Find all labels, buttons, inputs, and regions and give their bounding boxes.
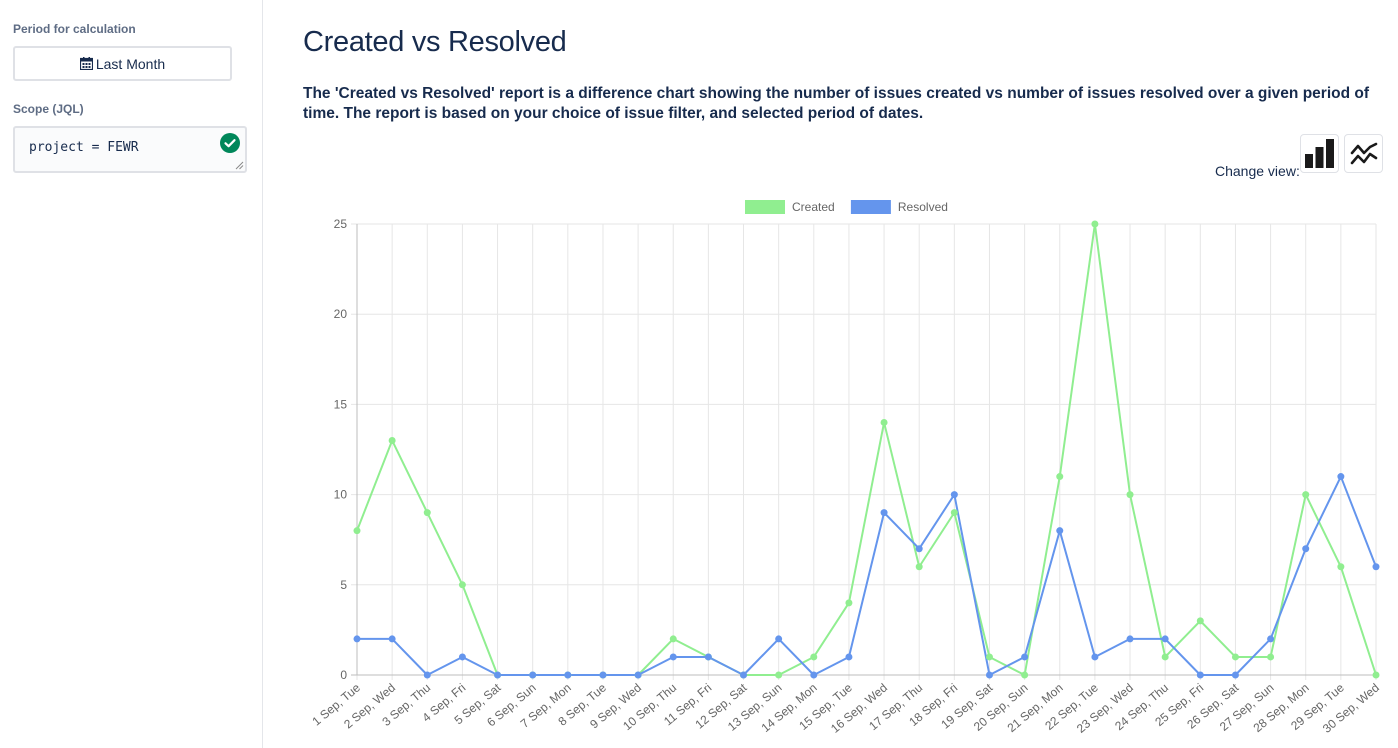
data-point-resolved <box>1126 635 1134 643</box>
y-tick-label: 10 <box>334 488 348 502</box>
data-point-created <box>1091 220 1099 228</box>
data-point-resolved <box>810 671 818 679</box>
y-tick-label: 15 <box>334 397 348 411</box>
data-point-created <box>915 563 923 571</box>
period-label: Period for calculation <box>13 22 136 36</box>
data-point-resolved <box>1091 653 1099 661</box>
data-point-resolved <box>599 671 607 679</box>
data-point-created <box>1021 671 1029 679</box>
period-button[interactable]: Last Month <box>13 46 232 81</box>
line-chart-icon <box>1350 142 1377 164</box>
data-point-created <box>985 653 993 661</box>
data-point-created <box>423 509 431 517</box>
data-point-created <box>1126 491 1134 499</box>
data-point-resolved <box>1372 563 1380 571</box>
data-point-resolved <box>564 671 572 679</box>
data-point-resolved <box>1196 671 1204 679</box>
data-point-resolved <box>775 635 783 643</box>
bar-chart-icon <box>1305 139 1334 168</box>
data-point-created <box>669 635 677 643</box>
data-point-created <box>458 581 466 589</box>
resize-handle-icon[interactable] <box>235 161 244 170</box>
data-point-created <box>1267 653 1275 661</box>
data-point-resolved <box>1021 653 1029 661</box>
data-point-resolved <box>458 653 466 661</box>
data-point-resolved <box>353 635 361 643</box>
data-point-resolved <box>704 653 712 661</box>
legend-label-resolved: Resolved <box>898 200 948 214</box>
data-point-created <box>950 509 958 517</box>
data-point-resolved <box>1337 473 1345 481</box>
data-point-resolved <box>740 671 748 679</box>
data-point-created <box>388 436 396 444</box>
data-point-resolved <box>880 509 888 517</box>
data-point-resolved <box>915 545 923 553</box>
period-button-label: Last Month <box>95 55 166 72</box>
calendar-icon <box>79 57 93 70</box>
y-tick-label: 25 <box>334 217 348 231</box>
y-tick-label: 5 <box>340 578 347 592</box>
y-tick-label: 0 <box>340 668 347 682</box>
data-point-created <box>353 527 361 535</box>
change-view-label: Change view: <box>1215 163 1300 179</box>
data-point-created <box>1231 653 1239 661</box>
scope-label: Scope (JQL) <box>13 102 84 116</box>
series-line-resolved <box>357 475 1377 676</box>
check-circle-icon <box>220 133 240 153</box>
bar-view-button[interactable] <box>1300 134 1339 173</box>
data-point-created <box>810 653 818 661</box>
data-point-created <box>845 599 853 607</box>
data-point-resolved <box>985 671 993 679</box>
series-line-created <box>356 223 1377 676</box>
jql-input[interactable]: project = FEWR <box>13 126 247 173</box>
data-point-resolved <box>669 653 677 661</box>
legend-swatch-created <box>745 200 785 214</box>
data-point-resolved <box>1161 635 1169 643</box>
data-point-created <box>1056 473 1064 481</box>
data-point-resolved <box>1302 545 1310 553</box>
line-view-button[interactable] <box>1344 134 1383 173</box>
y-tick-label: 20 <box>334 307 348 321</box>
data-point-resolved <box>1231 671 1239 679</box>
report-description: The 'Created vs Resolved' report is a di… <box>303 85 1369 122</box>
jql-value: project = FEWR <box>29 140 139 155</box>
data-point-resolved <box>1056 527 1064 535</box>
data-point-created <box>1372 671 1380 679</box>
data-point-resolved <box>634 671 642 679</box>
data-point-resolved <box>845 653 853 661</box>
legend-swatch-resolved <box>850 200 891 214</box>
data-point-created <box>1196 617 1204 625</box>
page-title: Created vs Resolved <box>303 26 567 58</box>
data-point-created <box>775 671 783 679</box>
data-point-resolved <box>529 671 537 679</box>
legend-label-created: Created <box>792 200 835 214</box>
data-point-resolved <box>950 491 958 499</box>
data-point-resolved <box>494 671 502 679</box>
data-point-created <box>1337 563 1345 571</box>
sidebar: Period for calculation Last Month Scope … <box>0 0 263 748</box>
data-point-resolved <box>388 635 396 643</box>
data-point-created <box>880 418 888 426</box>
data-point-created <box>1302 491 1310 499</box>
data-point-resolved <box>1267 635 1275 643</box>
data-point-created <box>1161 653 1169 661</box>
data-point-resolved <box>423 671 431 679</box>
